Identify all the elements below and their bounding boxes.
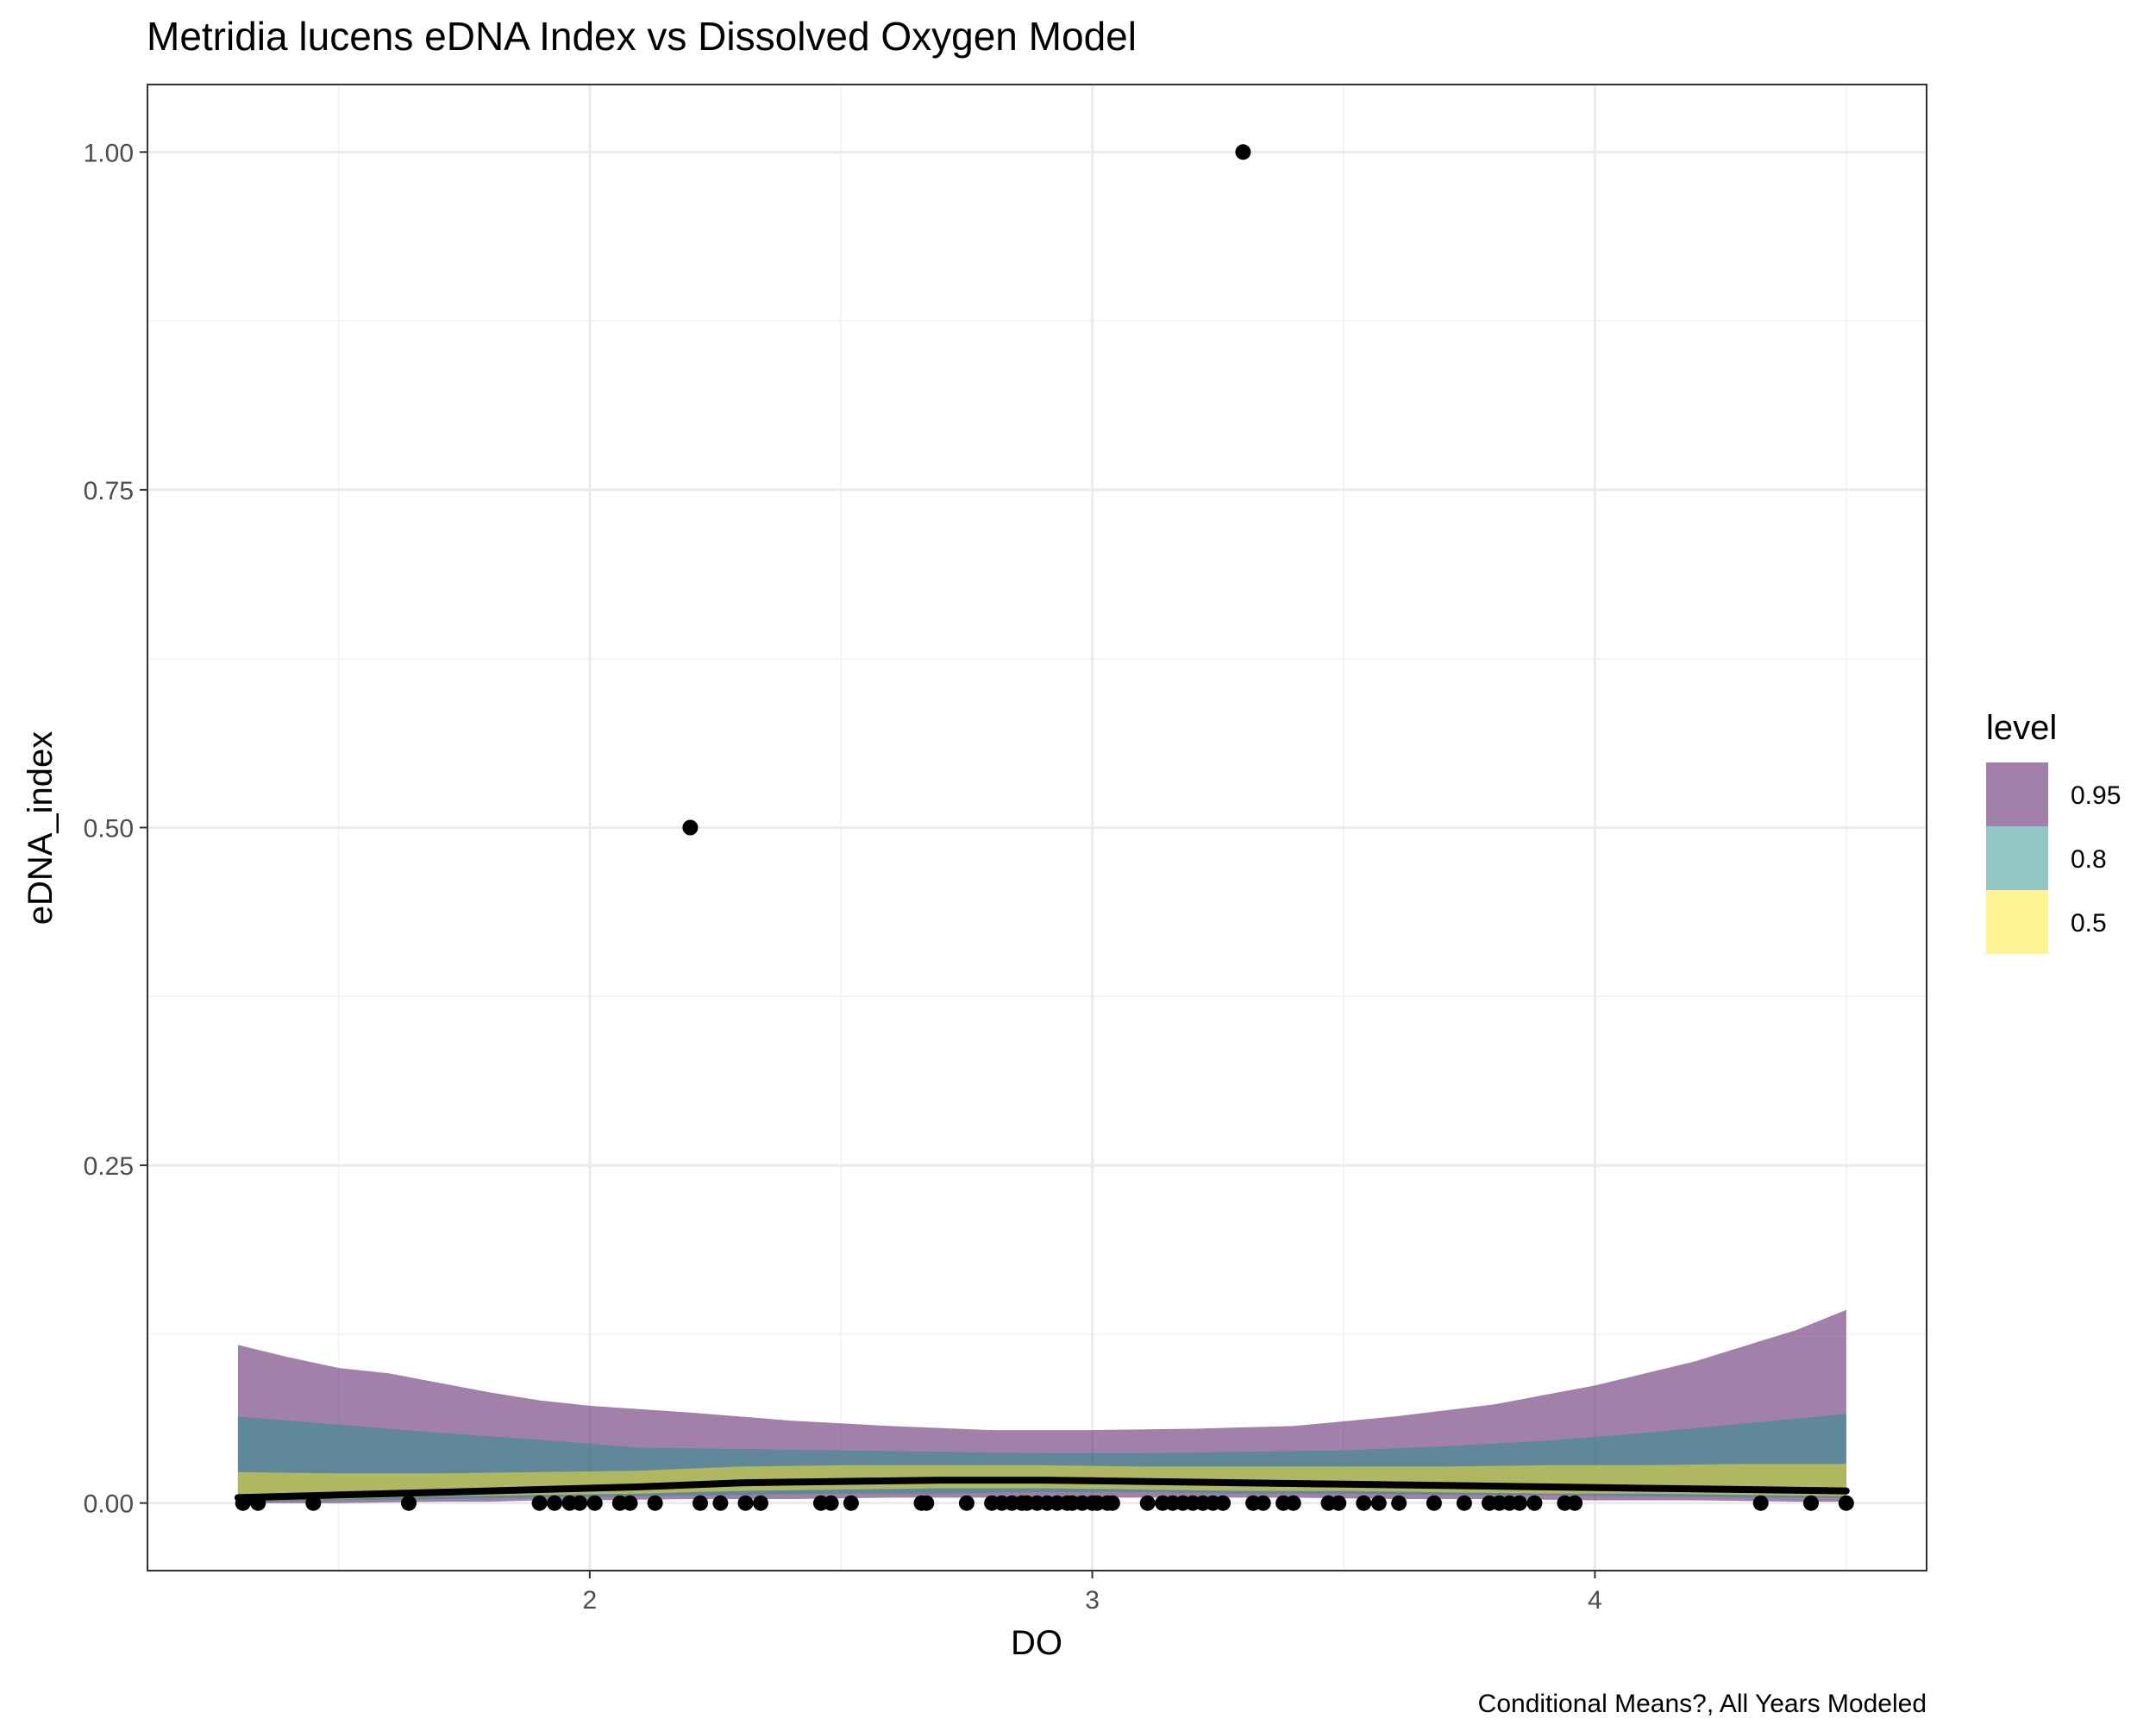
grid	[147, 85, 1927, 1571]
chart-title: Metridia lucens eDNA Index vs Dissolved …	[147, 14, 1137, 59]
data-point	[1215, 1495, 1232, 1511]
legend-label: 0.5	[2071, 909, 2107, 938]
data-point	[1567, 1495, 1583, 1511]
legend-key-0-5	[1986, 890, 2048, 954]
data-point	[1838, 1495, 1854, 1511]
data-point	[1139, 1495, 1156, 1511]
fit-line	[234, 1477, 1850, 1502]
data-point	[1752, 1495, 1769, 1511]
data-point	[401, 1495, 417, 1511]
data-point	[305, 1495, 322, 1511]
data-point	[586, 1495, 603, 1511]
data-point	[572, 1495, 588, 1511]
data-point	[1331, 1495, 1347, 1511]
data-point	[712, 1495, 729, 1511]
x-tick-label: 3	[1085, 1586, 1100, 1615]
data-point	[958, 1495, 975, 1511]
data-point	[647, 1495, 663, 1511]
data-point	[531, 1495, 548, 1511]
x-tick-label: 4	[1588, 1586, 1602, 1615]
data-point	[235, 1495, 251, 1511]
data-point	[547, 1495, 562, 1511]
data-point	[1235, 144, 1251, 160]
data-point	[1255, 1495, 1271, 1511]
legend-key-0-95	[1986, 762, 2048, 826]
data-point	[1526, 1495, 1543, 1511]
data-point	[682, 819, 699, 836]
fit-line-group	[234, 1477, 1850, 1502]
credible-ribbons	[237, 1309, 1846, 1503]
y-tick-label: 0.00	[84, 1490, 134, 1519]
data-point	[622, 1495, 638, 1511]
legend: level 0.95 0.8 0.5	[1986, 709, 2121, 954]
y-tick-label: 0.25	[84, 1152, 134, 1181]
x-axis-ticks: 2 3 4	[582, 1571, 1602, 1615]
x-tick-label: 2	[582, 1586, 597, 1615]
y-axis-ticks: 0.00 0.25 0.50 0.75 1.00	[84, 139, 147, 1519]
y-tick-label: 1.00	[84, 139, 134, 167]
data-point	[1426, 1495, 1442, 1511]
data-point	[1391, 1495, 1407, 1511]
data-point	[1803, 1495, 1819, 1511]
legend-key-0-8	[1986, 826, 2048, 890]
legend-label: 0.95	[2071, 781, 2121, 810]
legend-label: 0.8	[2071, 845, 2107, 874]
data-point	[250, 1495, 266, 1511]
data-points	[235, 144, 1854, 1511]
data-point	[737, 1495, 754, 1511]
data-point	[1104, 1495, 1120, 1511]
data-point	[693, 1495, 708, 1511]
data-point	[753, 1495, 768, 1511]
data-point	[823, 1495, 839, 1511]
data-point	[918, 1495, 935, 1511]
data-point	[1285, 1495, 1301, 1511]
y-tick-label: 0.75	[84, 477, 134, 505]
y-axis-title: eDNA_index	[22, 731, 60, 925]
legend-title: level	[1986, 709, 2057, 747]
caption: Conditional Means?, All Years Modeled	[1478, 1690, 1927, 1718]
data-point	[843, 1495, 859, 1511]
data-point	[1456, 1495, 1472, 1511]
y-tick-label: 0.50	[84, 815, 134, 844]
data-point	[1512, 1495, 1527, 1511]
data-point	[1370, 1495, 1387, 1511]
x-axis-title: DO	[1011, 1624, 1062, 1662]
data-point	[1356, 1495, 1372, 1511]
